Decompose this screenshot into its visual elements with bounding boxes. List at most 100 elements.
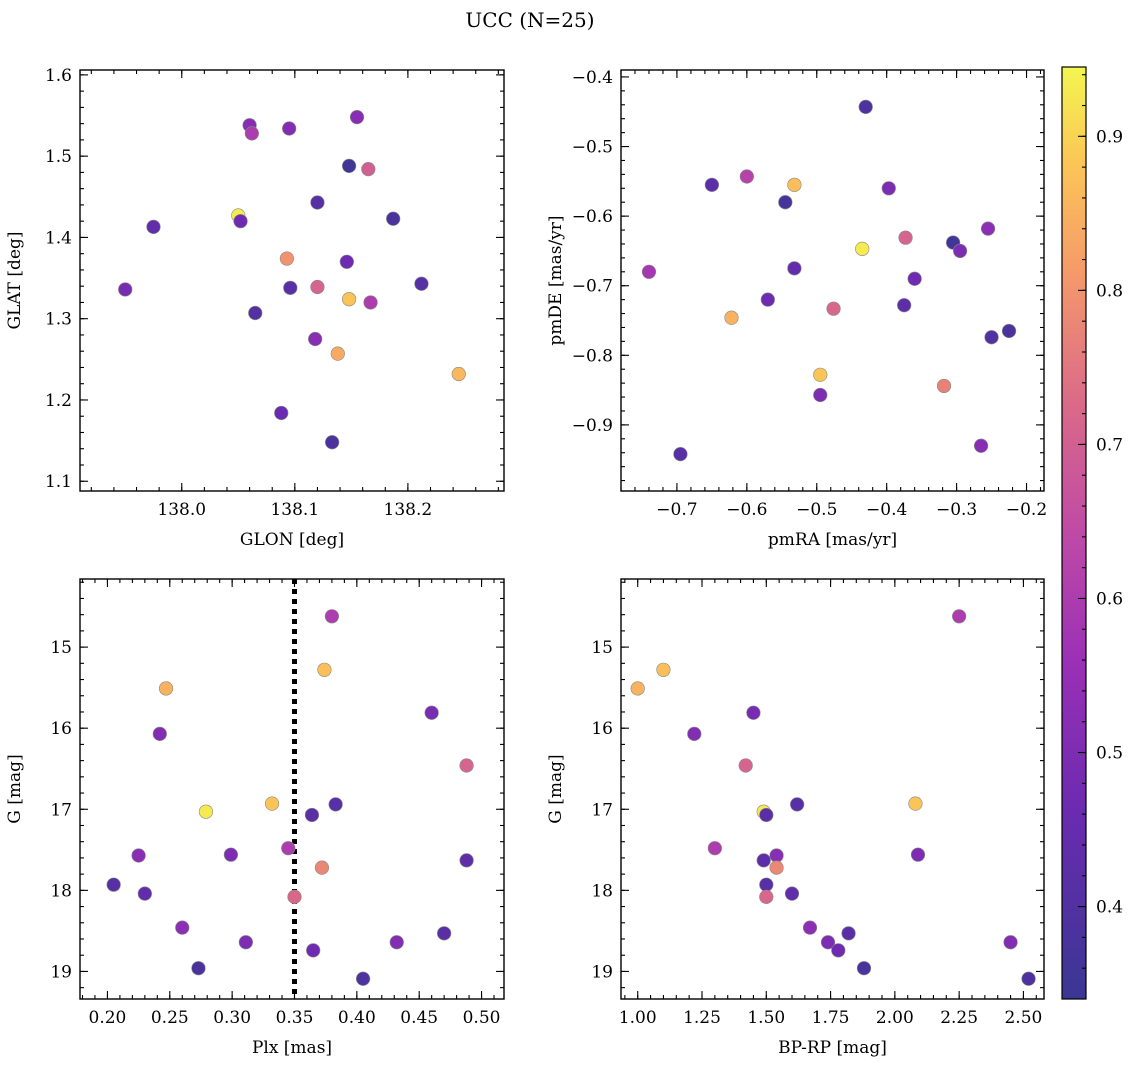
- data-point: [790, 797, 805, 812]
- data-point: [386, 211, 401, 226]
- x-tick-label: 0.35: [276, 1008, 314, 1028]
- x-tick-label: −0.6: [726, 500, 767, 520]
- data-point: [281, 841, 296, 856]
- data-point: [760, 292, 775, 307]
- data-point: [910, 847, 926, 862]
- data-point: [437, 926, 452, 941]
- data-point: [769, 860, 784, 875]
- data-point: [759, 807, 774, 823]
- y-tick-label: −0.5: [572, 138, 613, 158]
- data-point: [248, 305, 263, 321]
- data-point: [769, 848, 784, 863]
- data-point: [233, 214, 248, 229]
- data-point: [630, 681, 645, 696]
- data-point: [820, 935, 836, 950]
- y-tick-label: −0.4: [572, 68, 613, 88]
- data-point: [778, 195, 793, 210]
- data-point: [310, 195, 325, 210]
- y-axis-label: GLAT [deg]: [5, 231, 25, 329]
- data-point: [310, 279, 325, 295]
- data-point: [826, 301, 841, 316]
- colorbar: 0.4 0.5 0.6 0.7 0.8 0.9: [1061, 66, 1123, 1000]
- y-tick-label: 16: [591, 719, 613, 739]
- x-tick-label: 1.00: [619, 1008, 657, 1028]
- data-point: [304, 807, 320, 823]
- y-tick-label: −0.6: [572, 207, 613, 227]
- colorbar-tick-label: 0.9: [1096, 127, 1123, 147]
- data-point: [287, 889, 302, 904]
- data-point: [118, 282, 133, 297]
- y-axis-label: G [mag]: [5, 754, 25, 823]
- data-point: [936, 378, 952, 394]
- data-point: [146, 219, 161, 234]
- axes-frame: [79, 578, 505, 1000]
- y-tick-label: 15: [591, 638, 613, 658]
- data-point: [414, 276, 429, 291]
- x-tick-label: 0.30: [213, 1008, 251, 1028]
- y-tick-label: −0.9: [572, 416, 613, 436]
- data-point: [175, 920, 190, 935]
- data-point: [274, 405, 289, 421]
- x-tick-label: −0.4: [866, 500, 907, 520]
- data-point: [282, 121, 297, 136]
- y-tick-label: 1.6: [45, 66, 72, 86]
- y-tick-label: 15: [50, 638, 72, 658]
- y-tick-label: 16: [50, 719, 72, 739]
- data-point: [856, 961, 872, 976]
- y-tick-label: −0.7: [572, 277, 613, 297]
- data-point: [980, 221, 996, 236]
- data-point: [424, 705, 439, 720]
- data-point: [704, 177, 719, 192]
- data-point: [198, 804, 214, 819]
- x-tick-label: 1.75: [812, 1008, 850, 1028]
- data-point: [656, 662, 671, 677]
- data-point: [641, 264, 657, 279]
- x-tick-label: 0.45: [400, 1008, 438, 1028]
- x-tick-label: 0.20: [89, 1008, 127, 1028]
- data-point: [984, 330, 999, 345]
- data-point: [1003, 935, 1018, 950]
- data-point: [907, 271, 922, 286]
- data-point: [707, 841, 722, 856]
- data-point: [308, 331, 323, 347]
- data-point: [841, 926, 856, 941]
- data-point: [898, 230, 913, 245]
- data-point: [858, 99, 873, 114]
- data-point: [673, 447, 688, 462]
- data-point: [952, 243, 968, 259]
- x-tick-label: 0.25: [151, 1008, 189, 1028]
- panel-glat-vs-glon: 138.0 138.1 138.2 1.1 1.2 1.3 1.4 1.5 1.6 GLON [d…: [5, 66, 505, 550]
- colorbar-tick-label: 0.5: [1096, 744, 1123, 764]
- y-tick-label: 17: [591, 800, 613, 820]
- data-point: [137, 886, 152, 901]
- data-point: [389, 935, 404, 950]
- y-tick-label: 19: [50, 962, 72, 982]
- data-point: [881, 181, 896, 196]
- data-point: [787, 261, 802, 276]
- data-point: [191, 961, 206, 976]
- y-axis-label: pmDE [mas/yr]: [546, 215, 566, 345]
- x-axis-label: pmRA [mas/yr]: [768, 530, 897, 550]
- y-tick-label: 1.2: [45, 391, 72, 411]
- data-point: [317, 662, 332, 677]
- y-tick-label: 1.5: [45, 147, 72, 167]
- data-point: [739, 169, 754, 184]
- data-point: [330, 346, 345, 361]
- x-tick-label: 2.00: [876, 1008, 914, 1028]
- colorbar-tick-label: 0.7: [1096, 435, 1123, 455]
- x-tick-label: 0.40: [338, 1008, 376, 1028]
- figure-title: UCC (N=25): [465, 8, 594, 32]
- data-point: [813, 367, 828, 382]
- data-point: [349, 110, 365, 125]
- data-point: [152, 726, 167, 741]
- data-point: [306, 943, 321, 958]
- y-tick-label: −0.8: [572, 346, 613, 366]
- panel-g-vs-plx: 0.20 0.25 0.30 0.35 0.40 0.45 0.50 15 16 17 18 19 Pl…: [5, 578, 505, 1058]
- data-point: [363, 295, 378, 310]
- data-point: [131, 848, 146, 863]
- data-point: [238, 935, 253, 950]
- data-point: [802, 920, 818, 935]
- data-point: [283, 280, 298, 295]
- x-tick-label: 138.1: [270, 500, 319, 520]
- y-tick-label: 19: [591, 962, 613, 982]
